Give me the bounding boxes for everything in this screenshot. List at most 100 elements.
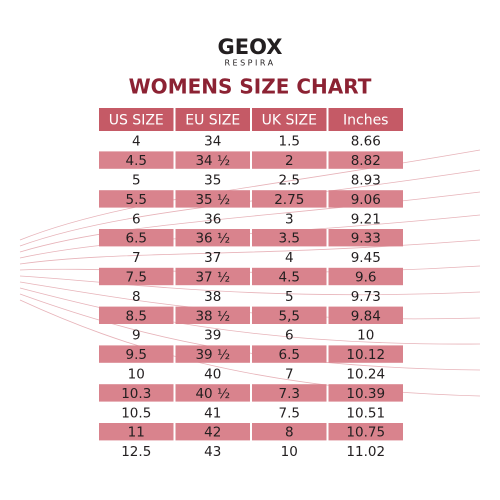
row-band — [175, 345, 250, 363]
header-cell — [99, 108, 174, 131]
logo-tagline: RESPIRA — [224, 59, 275, 68]
table-cell: 9.06 — [351, 192, 381, 208]
row-band — [175, 267, 250, 286]
table-cell: 34 — [204, 134, 221, 150]
table-cell: 4 — [285, 250, 294, 266]
table-cell: 39 ½ — [195, 347, 230, 363]
table-cell: 38 — [204, 289, 221, 305]
table-cell: 4 — [132, 134, 141, 150]
table-cell: 10 — [357, 328, 374, 344]
row-band — [99, 190, 174, 208]
table-cell: 5 — [285, 289, 294, 305]
table-cell: 40 — [204, 367, 221, 383]
table-cell: 9.21 — [351, 211, 381, 227]
table-cell: 37 ½ — [195, 270, 230, 286]
table-cell: 10 — [281, 444, 298, 460]
row-band — [252, 267, 327, 286]
table-cell: 6.5 — [126, 231, 147, 247]
table-cell: 8 — [132, 289, 141, 305]
table-cell: 9.5 — [126, 347, 147, 363]
header-cell — [328, 108, 403, 131]
table-cell: 7.3 — [279, 386, 300, 402]
table-cell: 42 — [204, 425, 221, 441]
title: WOMENS SIZE CHART — [129, 75, 372, 99]
table-cell: 41 — [204, 405, 221, 421]
table-cell: 11 — [128, 425, 145, 441]
wave — [19, 293, 481, 371]
table-cell: 37 — [204, 250, 221, 266]
table-cell: 5.5 — [126, 192, 147, 208]
table-cell: 7.5 — [126, 270, 147, 286]
row-band — [175, 229, 250, 247]
row-band — [328, 423, 403, 441]
row-band — [175, 190, 250, 208]
table-cell: 6 — [285, 328, 294, 344]
row-band — [328, 190, 403, 208]
table-cell: 9.6 — [355, 270, 376, 286]
row-band — [99, 423, 174, 441]
row-band — [328, 384, 403, 402]
row-band — [175, 423, 250, 441]
table-cell: 34 ½ — [195, 153, 230, 169]
table-cell: 35 — [204, 173, 221, 189]
table-cell: 10.3 — [121, 386, 151, 402]
row-band — [252, 345, 327, 363]
table-cell: 3.5 — [279, 231, 300, 247]
table-cell: 43 — [204, 444, 221, 460]
table-cell: 8.82 — [351, 153, 381, 169]
table-cell: 10.12 — [346, 347, 385, 363]
table-cell: 8.66 — [351, 134, 381, 150]
table-cell: 10 — [128, 367, 145, 383]
header-label: US SIZE — [109, 113, 164, 129]
table-cell: 36 — [204, 211, 221, 227]
row-band — [99, 384, 174, 402]
table-cell: 40 ½ — [195, 386, 230, 402]
table-cell: 7 — [285, 367, 294, 383]
row-band — [175, 306, 250, 324]
table-cell: 9.33 — [351, 231, 381, 247]
row-band — [328, 151, 403, 169]
table-cell: 8.93 — [351, 173, 381, 189]
table-cell: 2.75 — [274, 192, 304, 208]
table-cell: 4.5 — [279, 270, 300, 286]
row-band — [99, 345, 174, 363]
table-cell: 9.84 — [351, 308, 381, 324]
table-cell: 2.5 — [279, 173, 300, 189]
logo-brand: GEOX — [218, 35, 283, 59]
row-band — [99, 151, 174, 169]
table-cell: 10.75 — [346, 425, 385, 441]
table-cell: 5 — [132, 173, 141, 189]
header-cell — [252, 108, 327, 131]
table-cell: 9 — [132, 328, 141, 344]
row-band — [252, 423, 327, 441]
table-cell: 4.5 — [126, 153, 147, 169]
row-band — [328, 345, 403, 363]
row-band — [99, 306, 174, 324]
table-cell: 10.39 — [346, 386, 385, 402]
row-band — [175, 384, 250, 402]
table-cell: 6 — [132, 211, 141, 227]
table-cell: 8.5 — [126, 308, 147, 324]
table-cell: 7 — [132, 250, 141, 266]
row-band — [328, 229, 403, 247]
header-label: EU SIZE — [185, 113, 240, 129]
row-band — [99, 267, 174, 286]
table-cell: 10.24 — [346, 367, 385, 383]
header-label: Inches — [343, 113, 388, 129]
table-cell: 2 — [285, 153, 294, 169]
row-band — [252, 229, 327, 247]
table-cell: 5,5 — [279, 308, 300, 324]
table-cell: 12.5 — [121, 444, 151, 460]
table-cell: 9.45 — [351, 250, 381, 266]
table-cell: 35 ½ — [195, 192, 230, 208]
table-cell: 10.51 — [346, 405, 385, 421]
wave — [19, 275, 481, 296]
row-band — [252, 151, 327, 169]
table-cell: 36 ½ — [195, 231, 230, 247]
row-band — [99, 229, 174, 247]
row-band — [328, 267, 403, 286]
row-band — [252, 384, 327, 402]
wave — [19, 287, 481, 345]
